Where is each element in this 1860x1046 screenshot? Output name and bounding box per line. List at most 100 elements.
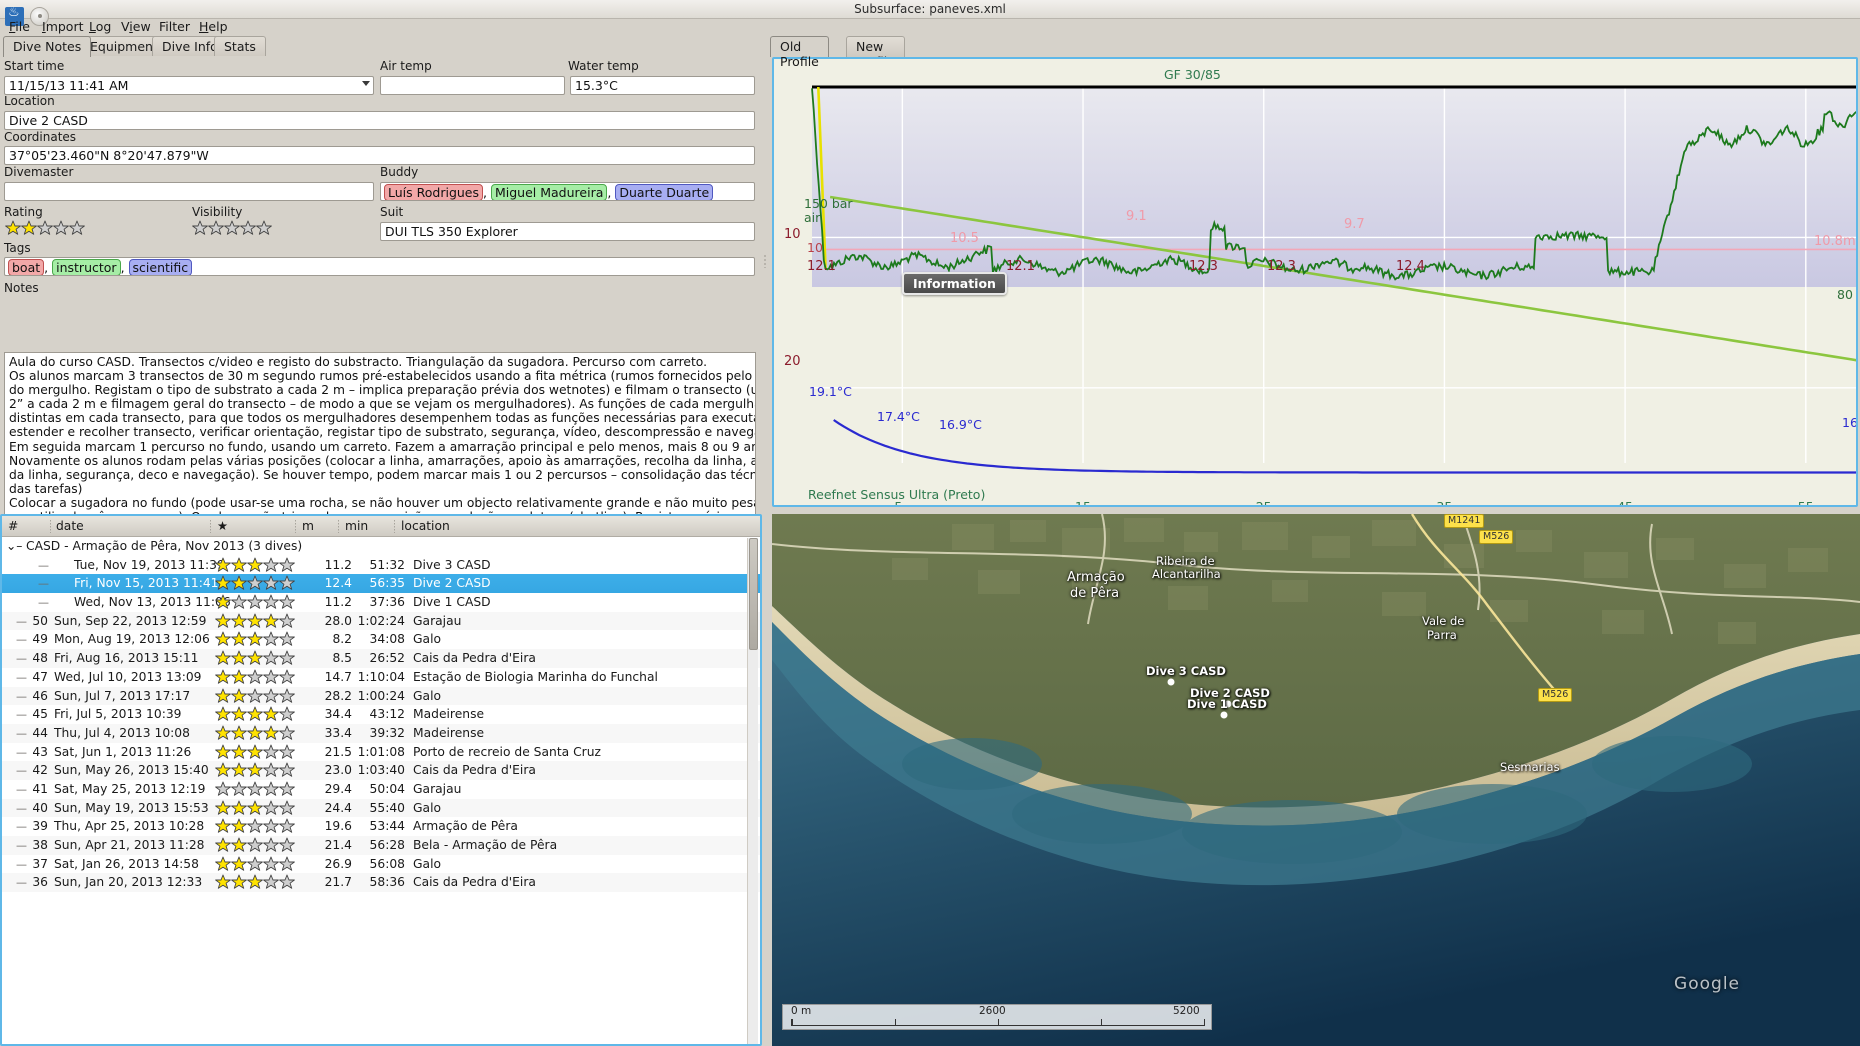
rating-stars[interactable] — [5, 220, 85, 235]
column-divider[interactable] — [50, 520, 51, 533]
star-icon[interactable] — [263, 669, 279, 684]
star-icon[interactable] — [231, 781, 247, 796]
cell-rating[interactable] — [215, 631, 295, 647]
column-header-num[interactable]: # — [8, 519, 19, 533]
tab-equipment[interactable]: Equipment — [80, 36, 168, 57]
buddy-input[interactable]: Luís Rodrigues, Miguel Madureira, Duarte… — [380, 182, 755, 201]
star-icon[interactable] — [279, 650, 295, 665]
star-icon[interactable] — [215, 762, 231, 777]
star-icon[interactable] — [279, 874, 295, 890]
menu-filter[interactable]: Filter — [159, 19, 190, 34]
menu-import[interactable]: Import — [42, 19, 84, 34]
map-dive-marker[interactable]: Dive 3 CASD — [1146, 664, 1226, 678]
star-icon[interactable] — [215, 688, 231, 703]
dive-list-row[interactable]: — 48 Fri, Aug 16, 2013 15:11 8.5 26:52 Cais d… — [2, 649, 760, 668]
star-icon[interactable] — [215, 781, 231, 796]
cell-rating[interactable] — [215, 762, 295, 777]
information-button[interactable]: Information — [902, 272, 1007, 295]
visibility-stars[interactable] — [192, 220, 272, 235]
cell-rating[interactable] — [215, 744, 295, 759]
dive-tag[interactable]: instructor — [52, 259, 121, 275]
notes-textarea[interactable]: Aula do curso CASD. Transectos c/video e… — [4, 352, 756, 565]
dive-list-row[interactable]: — 49 Mon, Aug 19, 2013 12:06 8.2 34:08 Galo — [2, 630, 760, 649]
star-icon[interactable] — [231, 800, 247, 815]
cell-rating[interactable] — [215, 781, 295, 796]
star-icon[interactable] — [247, 557, 263, 572]
menu-log[interactable]: Log — [89, 19, 112, 34]
dive-list-row[interactable]: — Wed, Nov 13, 2013 11:06 11.2 37:36 Dive 1 … — [2, 593, 760, 612]
star-icon[interactable] — [215, 557, 231, 572]
star-icon[interactable] — [263, 781, 279, 796]
star-icon[interactable] — [263, 650, 279, 665]
star-icon[interactable] — [215, 856, 231, 871]
cell-rating[interactable] — [215, 688, 295, 703]
divemaster-input[interactable] — [4, 182, 374, 201]
column-divider[interactable] — [295, 520, 296, 533]
star-icon[interactable] — [53, 220, 69, 235]
tab-new-profile[interactable]: New Profile — [846, 36, 905, 69]
star-icon[interactable] — [215, 575, 231, 591]
dive-list-row[interactable]: — 36 Sun, Jan 20, 2013 12:33 21.7 58:36 Cais … — [2, 873, 760, 893]
group-expand-icon[interactable]: ⌄– — [6, 539, 23, 553]
dive-list-row[interactable]: — Fri, Nov 15, 2013 11:41 12.4 56:35 Dive 2 … — [2, 574, 760, 594]
star-icon[interactable] — [215, 650, 231, 665]
star-icon[interactable] — [263, 744, 279, 759]
star-icon[interactable] — [21, 220, 37, 235]
suit-input[interactable]: DUI TLS 350 Explorer — [380, 222, 755, 241]
tab-dive-notes[interactable]: Dive Notes — [3, 36, 92, 57]
dive-profile-chart[interactable]: GF 30/85 150 bar air 80 10 20 10 12.1 10… — [772, 57, 1858, 507]
star-icon[interactable] — [279, 631, 295, 647]
buddy-tag[interactable]: Miguel Madureira — [490, 184, 608, 200]
dive-group-row[interactable]: ⌄– CASD - Armação de Pêra, Nov 2013 (3 di… — [2, 537, 760, 556]
star-icon[interactable] — [247, 856, 263, 871]
star-icon[interactable] — [247, 594, 263, 609]
star-icon[interactable] — [215, 837, 231, 852]
menu-file[interactable]: File — [9, 19, 30, 34]
column-divider[interactable] — [394, 520, 395, 533]
star-icon[interactable] — [247, 688, 263, 703]
cell-rating[interactable] — [215, 856, 295, 871]
map-canvas[interactable] — [772, 514, 1860, 1046]
dive-list-row[interactable]: — 39 Thu, Apr 25, 2013 10:28 19.6 53:44 Armaç… — [2, 817, 760, 836]
column-header-depth[interactable]: m — [302, 519, 314, 533]
menu-help[interactable]: Help — [199, 19, 228, 34]
star-icon[interactable] — [240, 220, 256, 235]
dive-list-rows[interactable]: ⌄– CASD - Armação de Pêra, Nov 2013 (3 di… — [2, 537, 760, 1044]
star-icon[interactable] — [215, 706, 231, 721]
star-icon[interactable] — [279, 837, 295, 852]
star-icon[interactable] — [247, 837, 263, 852]
star-icon[interactable] — [231, 744, 247, 759]
star-icon[interactable] — [231, 874, 247, 890]
star-icon[interactable] — [279, 856, 295, 871]
star-icon[interactable] — [279, 706, 295, 721]
star-icon[interactable] — [263, 631, 279, 647]
star-icon[interactable] — [263, 837, 279, 852]
dive-list-row[interactable]: — 43 Sat, Jun 1, 2013 11:26 21.5 1:01:08 Port… — [2, 743, 760, 762]
coordinates-input[interactable]: 37°05'23.460"N 8°20'47.879"W — [4, 146, 755, 165]
star-icon[interactable] — [279, 800, 295, 815]
star-icon[interactable] — [263, 575, 279, 591]
star-icon[interactable] — [231, 688, 247, 703]
cell-rating[interactable] — [215, 800, 295, 815]
star-icon[interactable] — [279, 669, 295, 684]
cell-rating[interactable] — [215, 706, 295, 721]
column-header-location[interactable]: location — [401, 519, 450, 533]
cell-rating[interactable] — [215, 594, 295, 609]
air-temp-input[interactable] — [380, 76, 565, 95]
dive-list-row[interactable]: — 50 Sun, Sep 22, 2013 12:59 28.0 1:02:24 Gar… — [2, 611, 760, 631]
star-icon[interactable] — [247, 706, 263, 721]
water-temp-input[interactable]: 15.3°C — [570, 76, 755, 95]
map-dive-marker[interactable]: Dive 2 CASD — [1190, 686, 1270, 700]
star-icon[interactable] — [247, 725, 263, 740]
star-icon[interactable] — [279, 613, 295, 628]
tab-stats[interactable]: Stats — [214, 36, 266, 57]
star-icon[interactable] — [215, 669, 231, 684]
dive-list-row[interactable]: — 42 Sun, May 26, 2013 15:40 23.0 1:03:40 Cai… — [2, 761, 760, 780]
star-icon[interactable] — [263, 557, 279, 572]
star-icon[interactable] — [231, 594, 247, 609]
star-icon[interactable] — [215, 631, 231, 647]
cell-rating[interactable] — [215, 837, 295, 852]
star-icon[interactable] — [263, 874, 279, 890]
column-header-date[interactable]: date — [56, 519, 84, 533]
star-icon[interactable] — [215, 744, 231, 759]
